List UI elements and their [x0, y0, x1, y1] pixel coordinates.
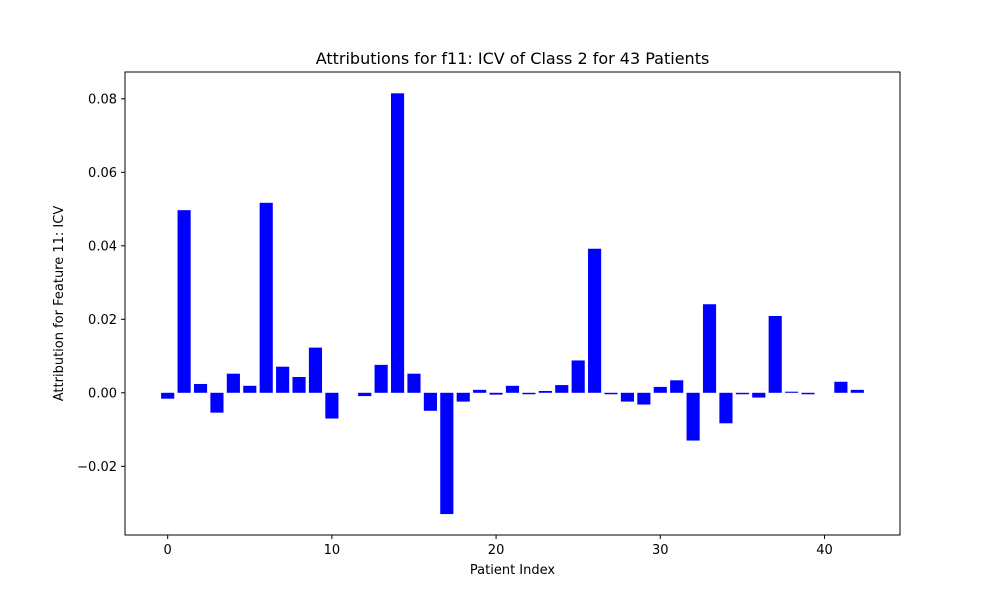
bar-patient-41: [834, 381, 848, 393]
bar-patient-36: [752, 392, 766, 398]
y-tick-label: 0.08: [88, 92, 117, 107]
bar-patient-6: [259, 202, 273, 393]
bar-patient-10: [325, 392, 339, 419]
bar-patient-22: [522, 392, 536, 395]
bar-patient-18: [456, 392, 470, 402]
x-tick-label: 40: [816, 543, 833, 558]
x-tick-label: 0: [164, 543, 172, 558]
bar-patient-15: [407, 373, 421, 393]
bar-patient-30: [653, 386, 667, 393]
bar-patient-32: [686, 392, 700, 441]
bar-patient-4: [226, 373, 240, 393]
bar-patient-20: [489, 392, 503, 395]
bar-patient-9: [308, 347, 323, 393]
bar-patient-42: [850, 389, 864, 393]
x-tick-label: 30: [652, 543, 669, 558]
bar-patient-39: [801, 392, 815, 395]
bar-patient-19: [473, 389, 487, 393]
bar-patient-34: [719, 392, 733, 424]
bar-patient-17: [440, 392, 454, 515]
bar-patient-2: [193, 383, 208, 393]
y-tick-label: 0.04: [88, 239, 117, 254]
bars-group: [161, 93, 864, 515]
x-axis-ticks: 0 10 20 30 40: [164, 535, 833, 558]
plot-area-frame: [124, 71, 901, 536]
bar-patient-1: [177, 210, 191, 393]
y-tick-label: 0.06: [88, 166, 117, 181]
y-tick-label: 0.02: [88, 313, 117, 328]
bar-patient-27: [604, 392, 618, 395]
bar-patient-0: [161, 392, 175, 399]
y-axis-ticks: −0.02 0.00 0.02 0.04 0.06 0.08: [77, 92, 125, 475]
bar-patient-5: [243, 385, 257, 393]
bar-patient-37: [768, 315, 782, 393]
bar-patient-21: [505, 385, 520, 393]
bar-patient-23: [538, 390, 552, 393]
bar-patient-33: [702, 304, 717, 393]
bar-patient-31: [670, 380, 684, 393]
bar-patient-14: [390, 93, 405, 393]
bar-patient-24: [555, 385, 569, 393]
bar-patient-35: [735, 392, 749, 395]
bar-patient-13: [374, 364, 388, 393]
y-tick-label: −0.02: [77, 460, 117, 475]
x-tick-label: 20: [488, 543, 505, 558]
y-axis-label: Attribution for Feature 11: ICV: [52, 206, 67, 402]
bar-patient-26: [588, 248, 602, 393]
bar-patient-8: [292, 376, 306, 393]
bar-patient-12: [358, 392, 372, 397]
bar-patient-25: [571, 360, 585, 393]
bar-patient-16: [423, 392, 437, 411]
y-tick-label: 0.00: [88, 386, 117, 401]
bar-patient-29: [637, 392, 651, 405]
x-axis-label: Patient Index: [470, 563, 555, 578]
bar-patient-3: [210, 392, 224, 413]
bar-patient-38: [785, 391, 799, 393]
bar-patient-28: [620, 392, 635, 402]
x-tick-label: 10: [324, 543, 341, 558]
bar-patient-7: [276, 366, 290, 393]
chart-title: Attributions for f11: ICV of Class 2 for…: [316, 49, 710, 68]
